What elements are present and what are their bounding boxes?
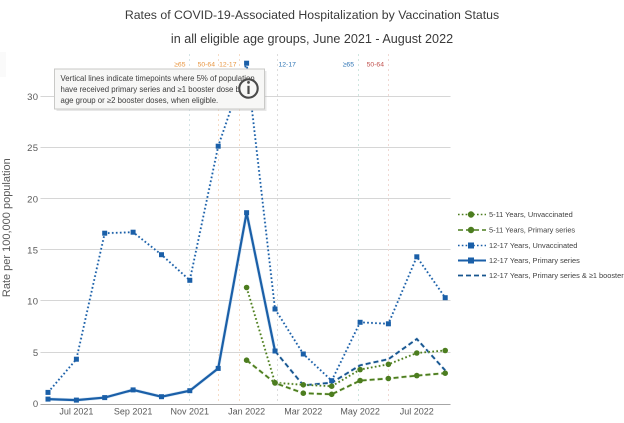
svg-text:25: 25 [27, 143, 38, 154]
svg-text:50-64: 50-64 [198, 62, 216, 69]
svg-text:Rates of COVID-19-Associated H: Rates of COVID-19-Associated Hospitaliza… [125, 8, 499, 22]
svg-text:15: 15 [27, 246, 38, 257]
svg-text:Vertical lines indicate timepo: Vertical lines indicate timepoints where… [61, 74, 255, 83]
svg-text:5-11 Years, Primary series: 5-11 Years, Primary series [489, 226, 575, 235]
svg-text:Nov 2021: Nov 2021 [171, 406, 210, 416]
svg-text:50-64: 50-64 [367, 62, 385, 69]
svg-text:12-17: 12-17 [279, 62, 297, 69]
svg-text:0: 0 [33, 399, 39, 410]
svg-text:20: 20 [27, 194, 38, 205]
svg-text:Mar 2022: Mar 2022 [284, 406, 322, 416]
svg-text:have received primary series a: have received primary series and ≥1 boos… [61, 85, 244, 94]
svg-text:12-17 Years, Primary series: 12-17 Years, Primary series [489, 256, 580, 265]
svg-text:Jul 2022: Jul 2022 [400, 406, 434, 416]
svg-text:Rate per 100,000 population: Rate per 100,000 population [1, 158, 13, 297]
svg-text:≥65: ≥65 [343, 62, 355, 69]
svg-text:in all eligible age groups, Ju: in all eligible age groups, June 2021 - … [171, 32, 453, 46]
svg-text:May 2022: May 2022 [340, 406, 380, 416]
svg-text:Jan 2022: Jan 2022 [228, 406, 265, 416]
svg-text:12-17 Years, Unvaccinated: 12-17 Years, Unvaccinated [489, 241, 577, 250]
svg-text:10: 10 [27, 297, 38, 308]
svg-text:≥65: ≥65 [174, 62, 186, 69]
svg-text:12-17 Years, Primary series &: 12-17 Years, Primary series & ≥1 booster [489, 271, 624, 280]
svg-text:Sep 2021: Sep 2021 [114, 406, 153, 416]
svg-text:12-17: 12-17 [219, 62, 237, 69]
svg-text:5: 5 [33, 348, 39, 359]
svg-text:Jul 2021: Jul 2021 [59, 406, 93, 416]
svg-text:5-11 Years, Unvaccinated: 5-11 Years, Unvaccinated [489, 210, 573, 219]
svg-text:30: 30 [27, 92, 38, 103]
svg-text:age group or ≥2 booster doses,: age group or ≥2 booster doses, when elig… [61, 96, 219, 105]
